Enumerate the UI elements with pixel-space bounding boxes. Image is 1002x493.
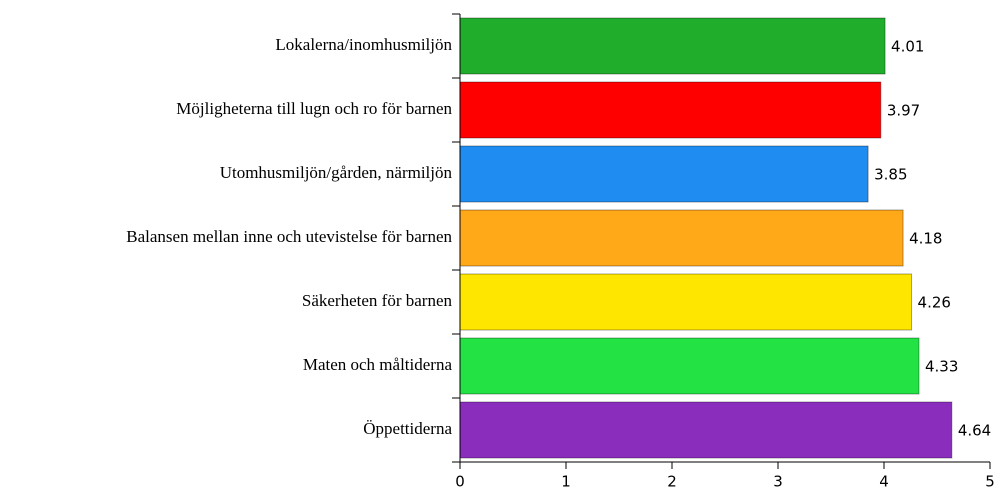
value-label: 4.01 bbox=[891, 38, 924, 56]
category-label: Säkerheten för barnen bbox=[302, 291, 453, 310]
bar bbox=[459, 337, 920, 395]
value-label: 4.33 bbox=[925, 358, 958, 376]
x-tick-label: 2 bbox=[667, 473, 677, 491]
value-label: 4.26 bbox=[918, 294, 951, 312]
bar bbox=[459, 17, 886, 75]
bar bbox=[459, 209, 904, 267]
category-label: Utomhusmiljön/gården, närmiljön bbox=[220, 163, 453, 182]
category-label: Möjligheterna till lugn och ro för barne… bbox=[176, 99, 452, 118]
category-label: Öppettiderna bbox=[363, 419, 452, 438]
bar bbox=[459, 273, 913, 331]
value-label: 4.18 bbox=[909, 230, 942, 248]
x-tick-label: 4 bbox=[879, 473, 889, 491]
x-tick-label: 0 bbox=[455, 473, 465, 491]
category-label: Maten och måltiderna bbox=[303, 355, 453, 374]
bar bbox=[459, 401, 953, 459]
x-tick-label: 3 bbox=[773, 473, 783, 491]
bar bbox=[459, 145, 869, 203]
bar bbox=[459, 81, 882, 139]
category-label: Balansen mellan inne och utevistelse för… bbox=[126, 227, 452, 246]
x-tick-label: 5 bbox=[985, 473, 995, 491]
x-tick-label: 1 bbox=[561, 473, 571, 491]
value-label: 4.64 bbox=[958, 422, 991, 440]
value-label: 3.97 bbox=[887, 102, 920, 120]
category-label: Lokalerna/inomhusmiljön bbox=[275, 35, 452, 54]
value-label: 3.85 bbox=[874, 166, 907, 184]
